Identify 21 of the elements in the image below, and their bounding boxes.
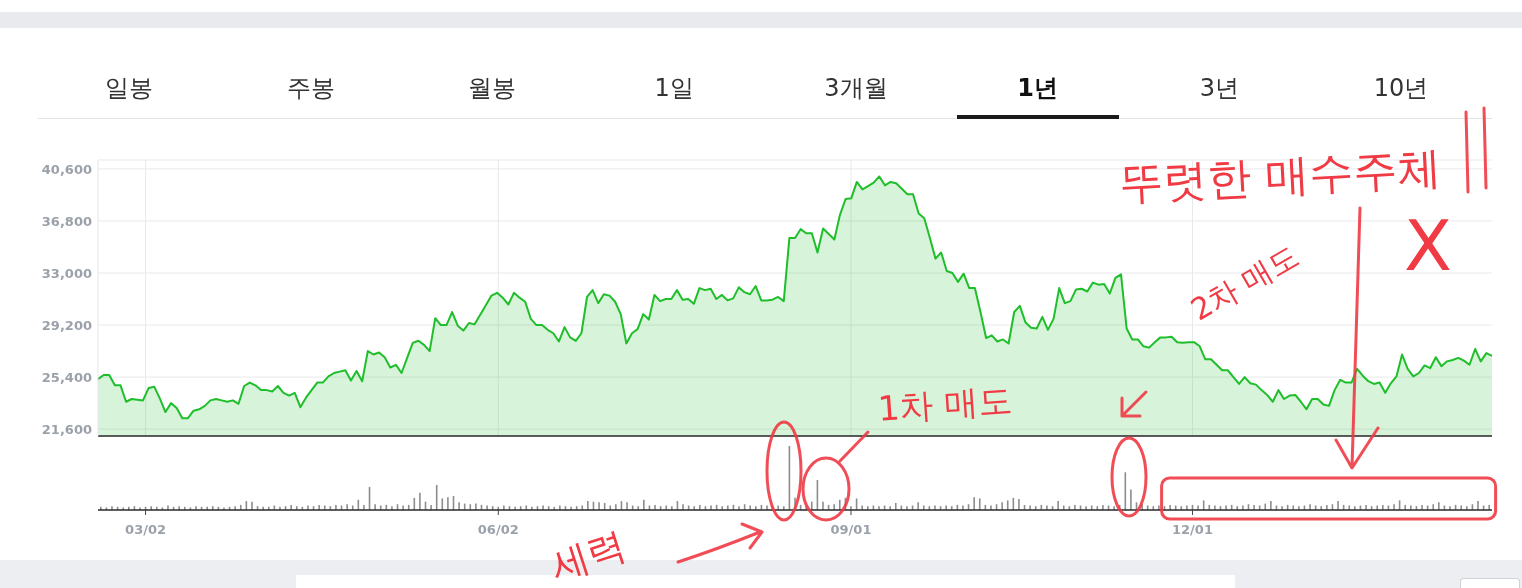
y-tick-label: 33,000 [41,265,92,281]
y-tick-label: 21,600 [41,421,92,437]
text: 3년 [1199,73,1240,104]
text: 10년 [1373,73,1429,104]
y-tick-label: 29,200 [41,317,92,333]
annotation: 1차 매도 [876,379,1014,429]
y-tick-label: 36,800 [41,213,92,229]
x-tick-label: 06/02 [477,522,519,538]
y-tick-label: 25,400 [41,369,92,385]
x-tick-label: 09/01 [830,522,872,538]
x-tick-label: 12/01 [1172,522,1213,538]
text: 1년 [1017,73,1058,104]
text: 세력 [545,523,631,588]
text: 주봉 [286,73,335,104]
x-tick-label: 03/02 [125,522,167,538]
text: 3개월 [824,73,888,104]
annotation: 2차 매도 [1184,237,1305,328]
y-tick-label: 40,600 [41,161,92,177]
text: 1일 [654,73,694,104]
text: 월봉 [468,73,517,104]
text: 일봉 [104,73,153,104]
